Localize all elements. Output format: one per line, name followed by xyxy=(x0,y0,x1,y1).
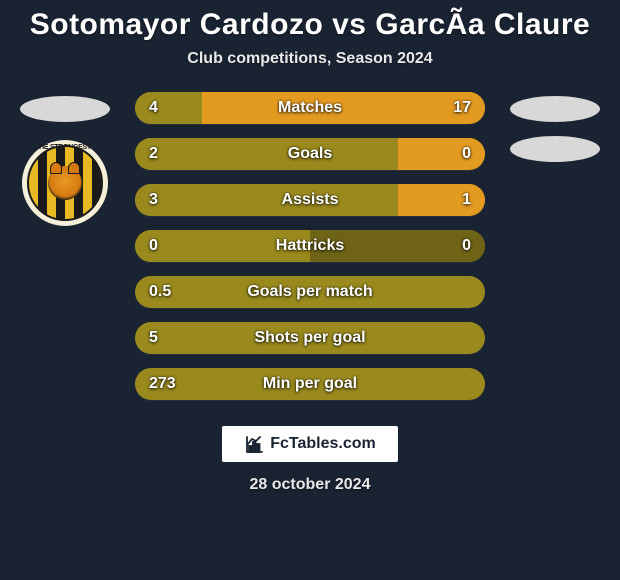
date-label: 28 october 2024 xyxy=(250,476,371,494)
stat-bars: 4 17 Matches 2 0 Goals 3 1 Assists 0 0 Hattricks 0.5… xyxy=(135,92,485,400)
stat-left-value: 4 xyxy=(149,99,158,117)
stat-right-value: 17 xyxy=(453,99,471,117)
stat-bar-matches: 4 17 Matches xyxy=(135,92,485,124)
stat-label: Min per goal xyxy=(263,375,357,393)
team-badge-left: HE STRONGEST xyxy=(22,140,108,226)
stat-bar-min-per-goal: 273 Min per goal xyxy=(135,368,485,400)
stat-left-value: 2 xyxy=(149,145,158,163)
stat-left-value: 3 xyxy=(149,191,158,209)
footer: FcTables.com 28 october 2024 xyxy=(222,426,398,494)
right-team-col xyxy=(505,92,605,400)
stat-label: Matches xyxy=(278,99,342,117)
stat-bar-shots-per-goal: 5 Shots per goal xyxy=(135,322,485,354)
team-logo-placeholder-right-2 xyxy=(510,136,600,162)
stat-bar-hattricks: 0 0 Hattricks xyxy=(135,230,485,262)
team-logo-placeholder-left xyxy=(20,96,110,122)
stat-bar-goals-per-match: 0.5 Goals per match xyxy=(135,276,485,308)
stat-right-value: 1 xyxy=(462,191,471,209)
stat-label: Shots per goal xyxy=(254,329,365,347)
stat-right-value: 0 xyxy=(462,237,471,255)
stat-label: Assists xyxy=(282,191,339,209)
brand-label: FcTables.com xyxy=(270,435,376,453)
stat-label: Hattricks xyxy=(276,237,344,255)
stat-left-value: 0.5 xyxy=(149,283,171,301)
stat-left-value: 0 xyxy=(149,237,158,255)
chart-icon xyxy=(244,434,264,454)
stat-left-value: 5 xyxy=(149,329,158,347)
brand-box[interactable]: FcTables.com xyxy=(222,426,398,462)
page-title: Sotomayor Cardozo vs GarcÃ­a Claure xyxy=(30,8,591,42)
page-subtitle: Club competitions, Season 2024 xyxy=(187,50,432,68)
stat-right-value: 0 xyxy=(462,145,471,163)
stats-section: HE STRONGEST 4 17 Matches 2 0 Goals 3 1 Assists 0… xyxy=(0,92,620,400)
badge-stripes xyxy=(27,145,103,221)
team-logo-placeholder-right-1 xyxy=(510,96,600,122)
left-team-col: HE STRONGEST xyxy=(15,92,115,400)
stat-left-value: 273 xyxy=(149,375,176,393)
tiger-icon xyxy=(48,166,82,200)
stat-bar-goals: 2 0 Goals xyxy=(135,138,485,170)
stat-label: Goals xyxy=(288,145,332,163)
stat-label: Goals per match xyxy=(247,283,372,301)
stat-bar-assists: 3 1 Assists xyxy=(135,184,485,216)
